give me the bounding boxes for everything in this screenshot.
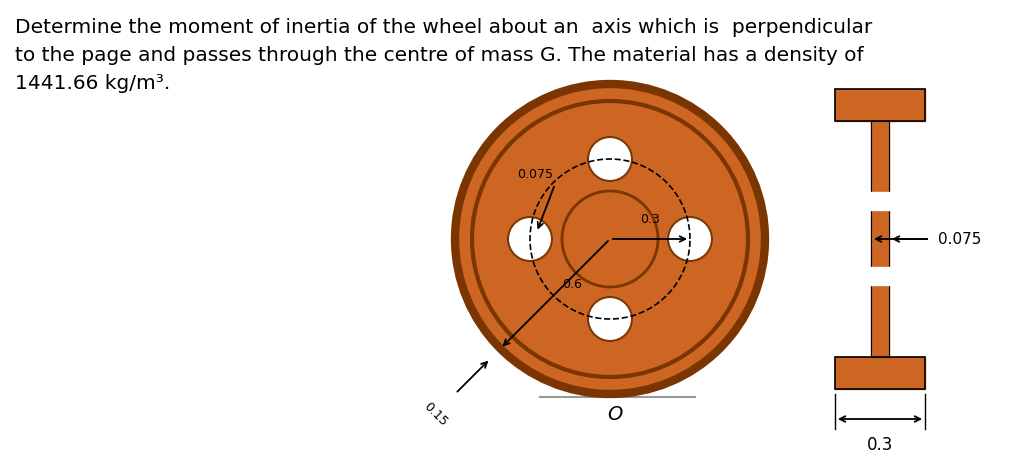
Text: 0.15: 0.15 <box>422 399 451 428</box>
Bar <box>870 192 890 210</box>
Circle shape <box>508 217 552 262</box>
Text: 0.3: 0.3 <box>640 212 659 226</box>
Text: 1441.66 kg/m³.: 1441.66 kg/m³. <box>15 74 170 93</box>
Bar <box>835 357 925 389</box>
Circle shape <box>562 192 658 288</box>
Text: 0.075: 0.075 <box>938 232 981 247</box>
Circle shape <box>588 298 632 341</box>
Bar <box>871 122 889 357</box>
Circle shape <box>668 217 712 262</box>
Bar <box>870 268 890 286</box>
Text: 0.6: 0.6 <box>562 278 582 290</box>
Text: 0.075: 0.075 <box>517 167 553 181</box>
Text: to the page and passes through the centre of mass G. The material has a density : to the page and passes through the centr… <box>15 46 863 65</box>
Bar <box>835 90 925 122</box>
Bar <box>835 357 925 389</box>
Circle shape <box>588 138 632 182</box>
Circle shape <box>455 85 765 394</box>
Bar <box>871 122 889 357</box>
Bar <box>835 90 925 122</box>
Text: Determine the moment of inertia of the wheel about an  axis which is  perpendicu: Determine the moment of inertia of the w… <box>15 18 872 37</box>
Text: 0.3: 0.3 <box>866 435 893 453</box>
Text: $\it{O}$: $\it{O}$ <box>606 405 624 423</box>
